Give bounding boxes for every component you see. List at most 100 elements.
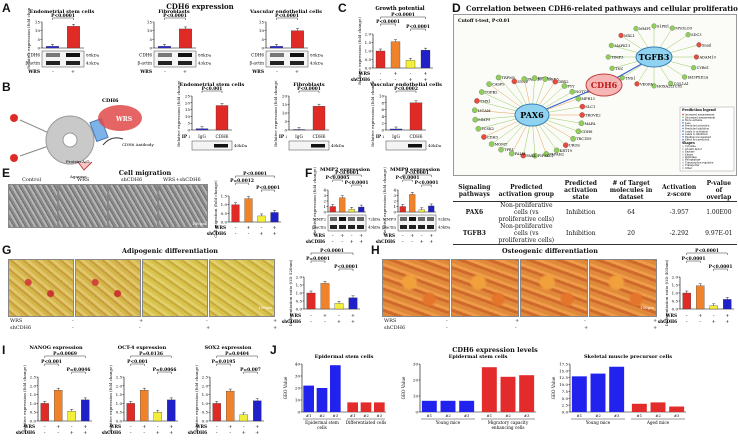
legend-item: Growth factor — [685, 148, 703, 151]
table-cell: Inhibition — [565, 230, 596, 237]
blot-band — [330, 225, 337, 229]
y-axis-label: Relative expression (fold change) — [194, 365, 199, 433]
group-label: Young mice — [435, 420, 461, 425]
y-axis-label: GEO Value — [283, 376, 288, 399]
y-tick-label: 0.5 — [221, 211, 228, 216]
legend-item: Increased measurement — [685, 114, 714, 117]
sign: - — [310, 313, 312, 319]
y-tick-label: 0 — [284, 128, 287, 133]
group-label: Differentiated cells — [346, 420, 387, 425]
significance-bracket — [52, 17, 74, 20]
bar — [481, 367, 497, 412]
table-cell: 64 — [627, 209, 635, 216]
significance-bracket — [686, 260, 701, 263]
row-label-shcdh6: shCDH6 — [658, 319, 677, 324]
y-tick-label: 8 — [381, 100, 384, 105]
row-label-wrs: WRS — [10, 318, 23, 324]
p-value-label: P<0.0005 — [326, 176, 350, 181]
gene-label: SH3PXD2A — [688, 76, 709, 80]
gene-label: UROS — [569, 144, 581, 148]
osteogenic-image-wrs — [451, 259, 519, 317]
row-label-wrs: WRS — [109, 424, 121, 429]
y-tick-label: 0.0 — [221, 220, 228, 225]
x-tick-label: #2 — [505, 413, 511, 418]
gene-node — [578, 120, 585, 127]
y-tick-label: 6 — [381, 107, 384, 112]
p-value-label: P=0.0001 — [306, 257, 330, 262]
sign: + — [359, 233, 363, 239]
panel-label-b: B — [2, 80, 11, 94]
image-label: shCDH6 — [121, 177, 143, 183]
kda-label: 40kDa — [234, 143, 248, 148]
gene-node — [691, 65, 697, 71]
significance-bracket — [410, 28, 426, 31]
blot-band — [427, 225, 434, 229]
gene-node — [471, 107, 478, 114]
legend-item: Leads to inhibition — [685, 133, 708, 136]
chart-title: Growth potential — [375, 6, 424, 12]
p-value-label: P<0.0001 — [275, 14, 299, 19]
blot-band — [158, 53, 172, 57]
y-tick-label: 10 — [185, 114, 191, 119]
p-value-label: P=0.0066 — [153, 368, 177, 373]
table-header: Predicted activation group — [498, 183, 554, 198]
sign: + — [337, 319, 341, 325]
row-label-shcdh6: shCDH6 — [282, 319, 301, 324]
western-blot — [288, 140, 330, 151]
p-value-label: P<0.0002 — [394, 87, 418, 92]
gene-label: LICAM — [478, 109, 491, 113]
bar — [571, 376, 587, 412]
kda-label: 40kDa — [331, 143, 345, 148]
row-label-wrs: WRS — [383, 233, 395, 238]
sign: + — [712, 319, 716, 325]
gene-node — [553, 147, 560, 154]
p-value-label: P<0.0001 — [709, 265, 733, 270]
sign: - — [380, 71, 382, 77]
y-tick-label: 10 — [295, 398, 301, 403]
x-tick-label: #1 — [577, 413, 583, 418]
gene-node — [472, 116, 478, 123]
sign: + — [242, 430, 246, 436]
row-label-shcdh6: shCDH6 — [102, 430, 121, 435]
p-value-label: P=0.0069 — [53, 352, 77, 357]
legend-swatch — [682, 113, 684, 116]
network-frame: Cutoff t-test, P<0.01 TROVE2 MAFA CDH8 TRC1D… — [453, 14, 737, 176]
bar — [303, 385, 314, 412]
bar — [195, 128, 209, 131]
legend-swatch — [682, 159, 684, 161]
sign: - — [235, 231, 237, 237]
sign: - — [713, 313, 715, 319]
significance-bracket — [402, 179, 413, 182]
blot-band — [339, 225, 346, 229]
sign: + — [420, 239, 424, 245]
sign: + — [83, 430, 87, 436]
y-tick-label: 2.0 — [365, 32, 372, 37]
gene-label: SLC1 — [585, 105, 595, 109]
y-tick-label: 1.0 — [116, 401, 123, 406]
bar — [167, 399, 176, 422]
y-tick-label: 0.5 — [672, 299, 679, 304]
gene-label: MYOLO9 — [675, 27, 692, 31]
p-value-label: P=0.0046 — [67, 368, 91, 373]
y-tick-label: 7.5 — [562, 389, 569, 394]
y-tick-label: 0.0 — [202, 419, 209, 424]
bar — [67, 411, 76, 422]
gene-node — [608, 42, 614, 48]
blot-label: β-actin — [312, 225, 326, 230]
bar — [420, 50, 431, 69]
gene-node — [651, 83, 657, 89]
cutoff-label: Cutoff t-test, P<0.01 — [458, 18, 510, 24]
growth-potential-chart: Growth potential 2.0 1.5 1.0 0.5 0.0Relative … — [351, 6, 433, 85]
sign: + — [423, 71, 427, 77]
y-tick-label: 2 — [393, 199, 396, 204]
bar — [347, 402, 358, 412]
sign: + — [255, 424, 259, 430]
lane-label: CDH6 — [216, 134, 229, 139]
diagram-beads-label: Protein A/G — [66, 159, 90, 164]
y-tick-label: 1.5 — [221, 194, 228, 199]
p-value-label: P<0.0001 — [256, 186, 280, 191]
chart-title: Epidermal stem cells — [449, 354, 508, 360]
y-tick-label: 30 — [413, 362, 419, 367]
kda-label: 88kDa — [86, 53, 100, 58]
bar — [409, 102, 423, 131]
